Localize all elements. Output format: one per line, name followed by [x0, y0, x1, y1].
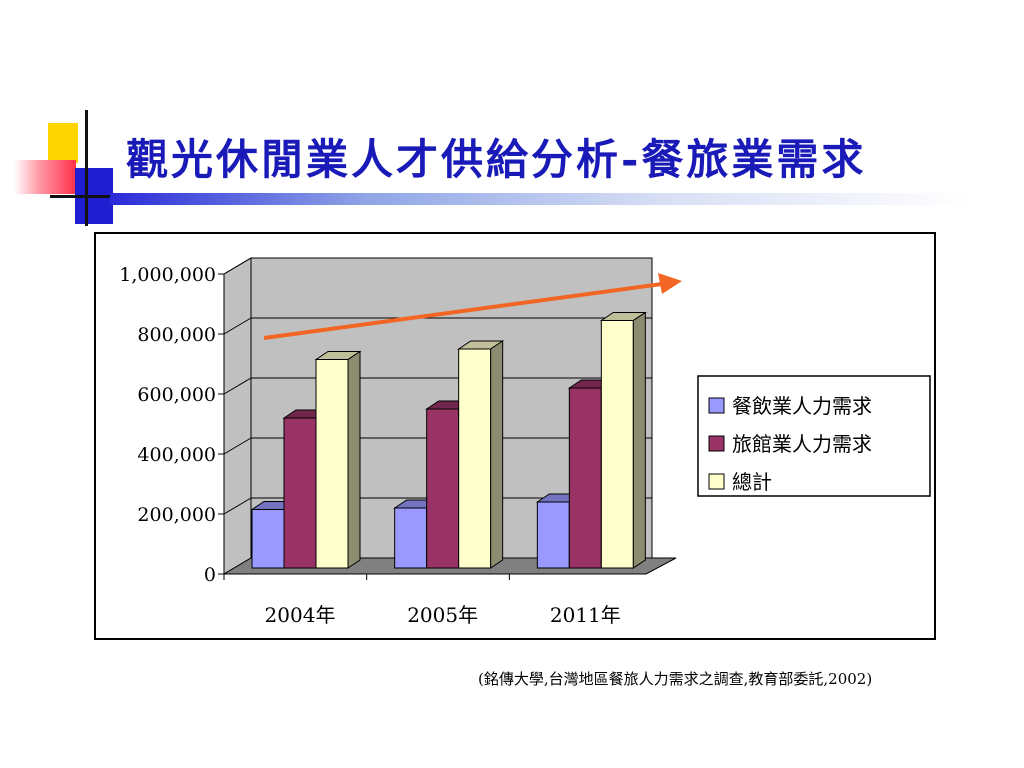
- slide-title: 觀光休閒業人才供給分析-餐旅業需求: [126, 135, 867, 184]
- trend-arrow-head: [658, 273, 682, 294]
- bar-front: [251, 509, 285, 569]
- decor-vertical-line: [85, 110, 88, 226]
- decor-red-gradient-bar: [14, 160, 76, 194]
- bar-chart: 0 200,000 400,000 600,000 800,000 1,000,000 20…: [119, 257, 931, 627]
- bar-front: [568, 387, 602, 569]
- bar-side: [632, 311, 646, 569]
- trend-arrow-line: [263, 282, 663, 340]
- title-underline: [110, 193, 970, 205]
- bar-front: [458, 348, 492, 569]
- legend-box: [697, 375, 931, 497]
- gridline-side: [223, 257, 252, 275]
- legend-label: 旅館業人力需求: [732, 432, 872, 456]
- y-tick-label: 800,000: [137, 324, 216, 346]
- bar-front: [315, 359, 349, 569]
- bar-front: [283, 417, 317, 569]
- bar-side: [490, 340, 504, 569]
- x-tick-label: 2004年: [265, 603, 336, 627]
- y-tick-label: 400,000: [137, 444, 216, 466]
- legend-swatch: [708, 473, 725, 490]
- legend-swatch: [708, 397, 725, 414]
- x-tick-label: 2005年: [407, 603, 478, 627]
- bar-side: [347, 350, 361, 569]
- legend-label: 總計: [732, 470, 772, 494]
- source-note: (銘傳大學,台灣地區餐旅人力需求之調查,教育部委託,2002): [478, 670, 873, 688]
- bar-front: [600, 320, 634, 569]
- decor-yellow-square: [48, 123, 78, 163]
- x-tick-label: 2011年: [550, 603, 621, 627]
- y-tick-label: 1,000,000: [119, 264, 216, 286]
- bar-front: [394, 507, 428, 569]
- legend-label: 餐飲業人力需求: [732, 394, 872, 418]
- decor-horizontal-line: [50, 195, 120, 198]
- gridline-side: [223, 437, 252, 455]
- chart-frame: 0 200,000 400,000 600,000 800,000 1,000,000 20…: [94, 232, 936, 640]
- chart-side-wall: [223, 257, 252, 575]
- gridline-side: [223, 317, 252, 335]
- legend-swatch: [708, 435, 725, 452]
- y-tick-label: 0: [204, 564, 216, 586]
- y-tick-label: 600,000: [137, 384, 216, 406]
- y-tick-label: 200,000: [137, 504, 216, 526]
- bar-front: [536, 501, 570, 569]
- gridline-side: [223, 497, 252, 515]
- bar-front: [426, 408, 460, 569]
- gridline-side: [223, 377, 252, 395]
